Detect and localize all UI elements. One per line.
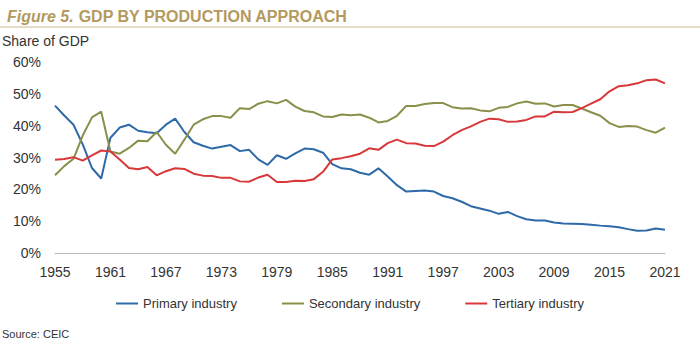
svg-text:Share of GDP: Share of GDP — [2, 33, 89, 49]
svg-text:1985: 1985 — [317, 264, 348, 280]
svg-text:60%: 60% — [13, 54, 41, 70]
svg-text:1973: 1973 — [206, 264, 237, 280]
svg-text:GDP BY PRODUCTION APPROACH: GDP BY PRODUCTION APPROACH — [79, 8, 347, 25]
svg-text:Primary industry: Primary industry — [143, 296, 237, 311]
svg-text:Tertiary industry: Tertiary industry — [492, 296, 584, 311]
svg-text:Source: CEIC: Source: CEIC — [2, 328, 69, 340]
svg-text:0%: 0% — [21, 245, 41, 261]
svg-text:2009: 2009 — [539, 264, 570, 280]
svg-text:Secondary industry: Secondary industry — [309, 296, 421, 311]
svg-text:10%: 10% — [13, 213, 41, 229]
svg-text:2015: 2015 — [594, 264, 625, 280]
svg-text:1955: 1955 — [39, 264, 70, 280]
svg-text:1997: 1997 — [428, 264, 459, 280]
svg-text:2021: 2021 — [649, 264, 680, 280]
svg-text:1961: 1961 — [95, 264, 126, 280]
svg-text:20%: 20% — [13, 181, 41, 197]
svg-text:1979: 1979 — [261, 264, 292, 280]
svg-text:2003: 2003 — [483, 264, 514, 280]
svg-text:40%: 40% — [13, 118, 41, 134]
svg-text:30%: 30% — [13, 150, 41, 166]
svg-text:1967: 1967 — [150, 264, 181, 280]
svg-text:50%: 50% — [13, 86, 41, 102]
svg-text:1991: 1991 — [372, 264, 403, 280]
svg-text:Figure 5.: Figure 5. — [7, 8, 74, 25]
